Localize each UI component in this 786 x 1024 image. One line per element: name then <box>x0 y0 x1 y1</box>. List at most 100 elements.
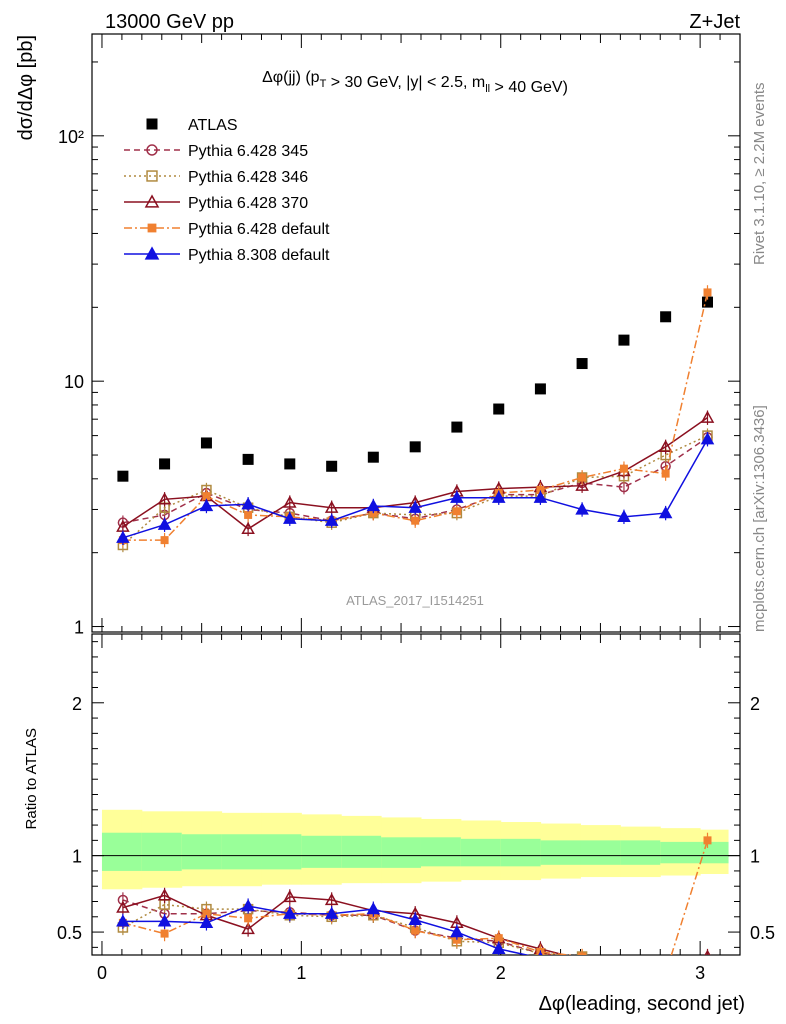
ratio-point-p8def <box>491 941 506 955</box>
data-point-p6def <box>411 516 420 525</box>
ratio-point-p8def <box>283 906 297 919</box>
rivet-version-label: Rivet 3.1.10, ≥ 2.2M events <box>751 83 768 266</box>
data-point-p370 <box>658 439 673 452</box>
data-point-p370 <box>324 500 339 513</box>
band-inner-bin <box>660 841 701 864</box>
ratio-point-p8def <box>157 914 172 927</box>
ratio-series-p8def <box>116 898 543 955</box>
band-inner-bin <box>261 834 302 870</box>
main-y-tick-label: 10² <box>58 127 84 147</box>
data-point-p8def <box>575 502 589 515</box>
legend-item-data: ATLAS <box>146 117 238 134</box>
ratio-point-p6def <box>244 914 253 923</box>
legend-marker <box>144 194 160 208</box>
x-tick-label: 1 <box>296 963 306 983</box>
data-point-p370 <box>241 521 255 535</box>
data-point-p8def <box>324 513 339 526</box>
data-point-p8def <box>116 530 130 543</box>
data-point-data <box>326 460 338 472</box>
ratio-point-p8def <box>408 912 422 925</box>
ratio-y-tick-label-right: 1 <box>750 847 760 867</box>
band-inner-bin <box>500 838 542 867</box>
ratio-point-p370 <box>618 959 629 969</box>
legend-marker <box>146 118 158 130</box>
data-point-data <box>534 383 546 395</box>
x-axis-label: Δφ(leading, second jet) <box>539 993 745 1015</box>
ratio-point-p370 <box>660 957 671 967</box>
data-point-p8def <box>157 517 172 530</box>
ratio-y-tick-label-right: 0.5 <box>750 923 775 943</box>
ratio-point-p370 <box>157 888 172 901</box>
data-point-p6def <box>452 507 461 516</box>
data-point-p6def <box>619 464 628 473</box>
x-tick-label: 0 <box>97 963 107 983</box>
data-point-p8def <box>617 509 631 522</box>
data-point-data <box>660 311 672 323</box>
plot-title: Δφ(jj) (pT > 30 GeV, |y| < 2.5, mll > 40… <box>262 69 568 96</box>
legend-label: Pythia 6.428 370 <box>188 195 308 212</box>
ratio-point-p346 <box>661 963 670 972</box>
series-p8def <box>116 432 715 545</box>
ratio-point-p8def <box>450 925 464 938</box>
ratio-point-p6def <box>160 929 169 938</box>
header-right: Z+Jet <box>689 11 740 33</box>
band-inner-bin <box>620 840 661 865</box>
data-point-p8def <box>658 506 673 519</box>
data-point-p8def <box>450 490 464 503</box>
ratio-point-p8def <box>241 899 255 912</box>
ratio-point-p6def <box>703 836 712 845</box>
band-inner-bin <box>141 832 183 871</box>
legend-marker <box>146 144 158 156</box>
legend-item-p370: Pythia 6.428 370 <box>124 194 308 212</box>
data-point-p370 <box>283 495 297 508</box>
data-point-p6def <box>536 486 545 495</box>
band-inner-bin <box>341 835 382 868</box>
data-point-p8def <box>533 490 548 503</box>
data-point-data <box>159 458 171 470</box>
main-y-tick-label: 10 <box>64 372 84 392</box>
band-inner-bin <box>221 834 262 870</box>
ratio-point-p345 <box>619 966 628 975</box>
ratio-panel: 0.5 0.5 1 1 2 2 0 1 2 3 <box>57 633 775 983</box>
band-inner-bin <box>101 832 143 871</box>
x-tick-label: 2 <box>496 963 506 983</box>
data-point-p8def <box>366 498 381 512</box>
legend-item-p6def: Pythia 6.428 default <box>124 221 330 238</box>
data-point-p8def <box>241 497 255 510</box>
data-point-data <box>117 470 129 482</box>
ratio-point-p370 <box>283 889 297 903</box>
uncertainty-band <box>101 809 729 890</box>
data-point-p370 <box>700 410 715 423</box>
data-point-p8def <box>199 498 214 512</box>
data-point-data <box>451 421 463 433</box>
data-point-p370 <box>157 492 172 505</box>
ratio-y-tick-label: 1 <box>72 847 82 867</box>
data-point-data <box>702 296 714 308</box>
band-inner-bin <box>540 840 581 865</box>
legend-item-p8def: Pythia 8.308 default <box>124 246 330 264</box>
ratio-series-group <box>116 832 712 977</box>
x-tick-label: 3 <box>695 963 705 983</box>
ratio-point-p6def <box>662 969 670 977</box>
legend-label: Pythia 8.308 default <box>188 247 330 264</box>
ratio-point-p345 <box>661 966 670 975</box>
analysis-id: ATLAS_2017_I1514251 <box>346 593 484 608</box>
band-inner-bin <box>460 838 502 867</box>
data-point-data <box>493 403 505 415</box>
legend-marker <box>144 246 160 260</box>
ratio-line-p6def <box>122 840 709 955</box>
legend-label: Pythia 6.428 346 <box>188 169 308 186</box>
legend-marker <box>146 170 158 182</box>
main-panel: 1 10 10² <box>58 33 741 638</box>
data-point-p6def <box>703 288 712 297</box>
ratio-point-p8def <box>366 902 381 915</box>
data-point-data <box>618 334 630 346</box>
ratio-point-p8def <box>538 951 543 955</box>
ratio-point-p6def <box>494 934 503 943</box>
main-series-group <box>116 285 715 553</box>
ratio-y-tick-label: 2 <box>72 694 82 714</box>
band-inner-bin <box>381 837 422 868</box>
ratio-point-p370 <box>704 949 711 955</box>
legend-item-p346: Pythia 6.428 346 <box>124 169 308 186</box>
data-point-data <box>367 451 379 463</box>
